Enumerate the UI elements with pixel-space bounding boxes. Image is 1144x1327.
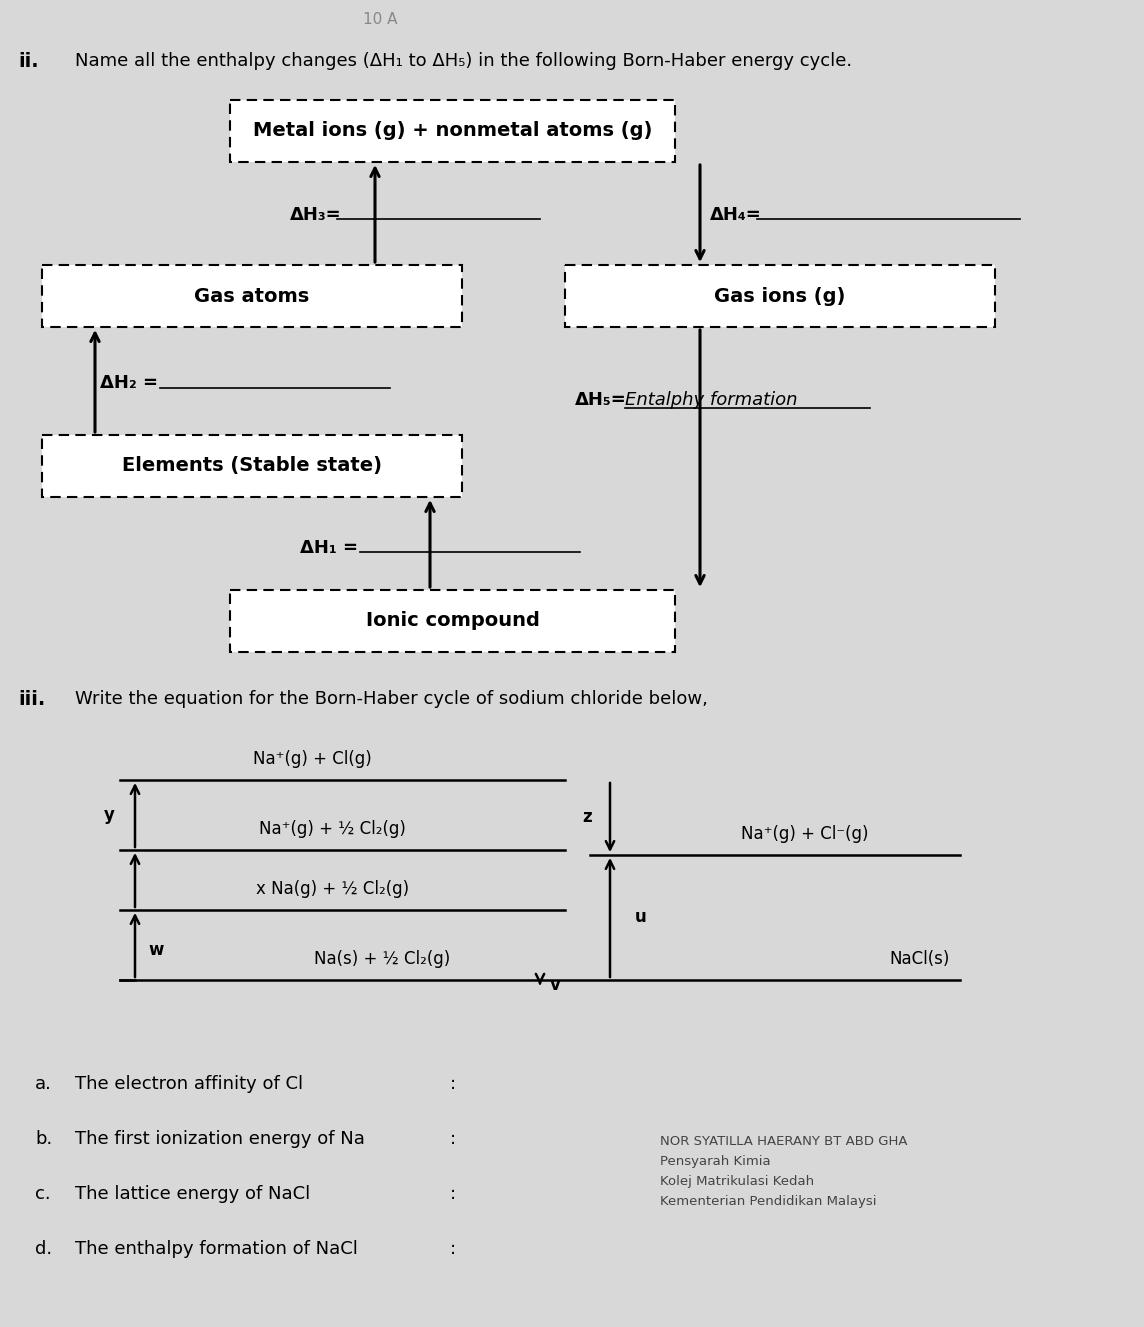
Text: v: v	[550, 975, 561, 994]
Text: The enthalpy formation of NaCl: The enthalpy formation of NaCl	[76, 1239, 358, 1258]
FancyBboxPatch shape	[42, 435, 462, 498]
Text: Na⁺(g) + Cl⁻(g): Na⁺(g) + Cl⁻(g)	[741, 825, 868, 843]
Text: a.: a.	[35, 1075, 51, 1093]
Text: b.: b.	[35, 1131, 53, 1148]
Text: The first ionization energy of Na: The first ionization energy of Na	[76, 1131, 365, 1148]
Text: :: :	[450, 1075, 456, 1093]
Text: Metal ions (g) + nonmetal atoms (g): Metal ions (g) + nonmetal atoms (g)	[253, 122, 652, 141]
FancyBboxPatch shape	[565, 265, 995, 326]
Text: Write the equation for the Born-Haber cycle of sodium chloride below,: Write the equation for the Born-Haber cy…	[76, 690, 708, 709]
Text: y: y	[104, 805, 116, 824]
Text: Elements (Stable state): Elements (Stable state)	[122, 456, 382, 475]
Text: Na⁺(g) + ½ Cl₂(g): Na⁺(g) + ½ Cl₂(g)	[259, 820, 406, 837]
Text: ΔH₄=: ΔH₄=	[710, 206, 762, 224]
Text: Ionic compound: Ionic compound	[366, 612, 540, 630]
Text: z: z	[582, 808, 591, 827]
Text: :: :	[450, 1131, 456, 1148]
Text: Entalphy formation: Entalphy formation	[625, 391, 797, 409]
Text: u: u	[635, 909, 646, 926]
FancyBboxPatch shape	[230, 100, 675, 162]
Text: Gas atoms: Gas atoms	[194, 287, 310, 305]
Text: ΔH₃=: ΔH₃=	[289, 206, 342, 224]
FancyBboxPatch shape	[230, 591, 675, 652]
Text: ii.: ii.	[18, 52, 39, 72]
Text: ΔH₂ =: ΔH₂ =	[100, 374, 158, 391]
Text: w: w	[148, 941, 164, 959]
Text: NOR SYATILLA HAERANY BT ABD GHA
Pensyarah Kimia
Kolej Matrikulasi Kedah
Kementer: NOR SYATILLA HAERANY BT ABD GHA Pensyara…	[660, 1135, 907, 1208]
Text: c.: c.	[35, 1185, 50, 1204]
Text: iii.: iii.	[18, 690, 46, 709]
Text: d.: d.	[35, 1239, 53, 1258]
Text: Name all the enthalpy changes (ΔH₁ to ΔH₅) in the following Born-Haber energy cy: Name all the enthalpy changes (ΔH₁ to ΔH…	[76, 52, 852, 70]
Text: ΔH₁ =: ΔH₁ =	[300, 539, 358, 557]
FancyBboxPatch shape	[42, 265, 462, 326]
Text: x Na(g) + ½ Cl₂(g): x Na(g) + ½ Cl₂(g)	[256, 880, 410, 898]
Text: Gas ions (g): Gas ions (g)	[714, 287, 845, 305]
Text: :: :	[450, 1185, 456, 1204]
Text: Na⁺(g) + Cl(g): Na⁺(g) + Cl(g)	[253, 750, 372, 768]
Text: The electron affinity of Cl: The electron affinity of Cl	[76, 1075, 303, 1093]
Text: Na(s) + ½ Cl₂(g): Na(s) + ½ Cl₂(g)	[315, 950, 451, 967]
Text: 10 A: 10 A	[363, 12, 397, 27]
Text: NaCl(s): NaCl(s)	[890, 950, 950, 967]
Text: ΔH₅=: ΔH₅=	[575, 391, 627, 409]
Text: :: :	[450, 1239, 456, 1258]
Text: The lattice energy of NaCl: The lattice energy of NaCl	[76, 1185, 310, 1204]
